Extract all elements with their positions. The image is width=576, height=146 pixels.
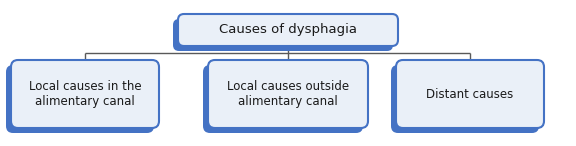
FancyBboxPatch shape [173,19,393,51]
FancyBboxPatch shape [11,60,159,128]
FancyBboxPatch shape [6,65,154,133]
FancyBboxPatch shape [396,60,544,128]
FancyBboxPatch shape [391,65,539,133]
Text: Local causes outside
alimentary canal: Local causes outside alimentary canal [227,80,349,108]
Text: Causes of dysphagia: Causes of dysphagia [219,24,357,36]
Text: Local causes in the
alimentary canal: Local causes in the alimentary canal [29,80,141,108]
FancyBboxPatch shape [208,60,368,128]
Text: Distant causes: Distant causes [426,87,514,100]
FancyBboxPatch shape [178,14,398,46]
FancyBboxPatch shape [203,65,363,133]
